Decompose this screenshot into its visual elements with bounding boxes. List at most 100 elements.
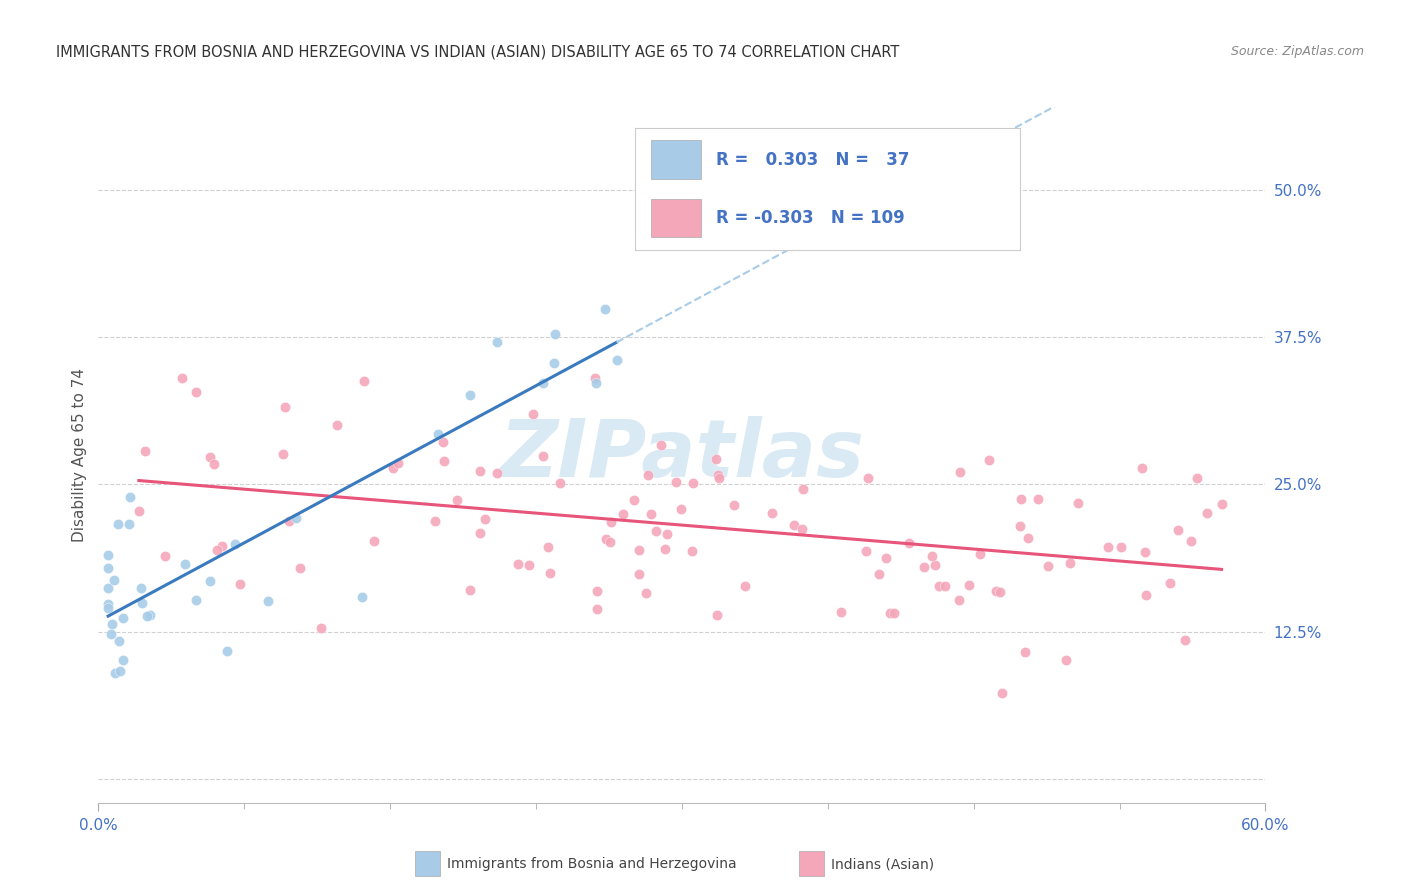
Point bbox=[924, 558, 946, 572]
Point bbox=[97, 561, 120, 575]
Point bbox=[350, 590, 373, 604]
Point bbox=[612, 507, 634, 521]
Point bbox=[97, 597, 120, 611]
Point bbox=[531, 376, 554, 390]
Point bbox=[129, 581, 152, 595]
Point bbox=[875, 550, 897, 565]
Point bbox=[761, 507, 783, 521]
Point bbox=[1185, 471, 1208, 485]
Point bbox=[474, 511, 496, 525]
Y-axis label: Disability Age 65 to 74: Disability Age 65 to 74 bbox=[72, 368, 87, 542]
Point bbox=[284, 511, 307, 525]
Point bbox=[101, 617, 124, 632]
Point bbox=[1167, 523, 1189, 537]
Point bbox=[1097, 541, 1119, 555]
Point bbox=[783, 518, 806, 533]
Point bbox=[636, 586, 658, 600]
Point bbox=[706, 468, 728, 483]
Point bbox=[628, 567, 651, 582]
Point bbox=[224, 536, 246, 550]
Point bbox=[1135, 589, 1157, 603]
Point bbox=[1130, 461, 1153, 475]
Point bbox=[1174, 632, 1197, 647]
Point bbox=[97, 601, 120, 615]
Text: Indians (Asian): Indians (Asian) bbox=[831, 857, 934, 871]
Point bbox=[879, 607, 901, 621]
Point bbox=[468, 465, 491, 479]
Point bbox=[517, 558, 540, 573]
Point bbox=[290, 561, 312, 575]
Point bbox=[1017, 531, 1039, 545]
Point bbox=[103, 573, 125, 587]
Text: ZIPatlas: ZIPatlas bbox=[499, 416, 865, 494]
Point bbox=[486, 335, 509, 350]
Point bbox=[600, 516, 623, 530]
Point bbox=[934, 579, 956, 593]
Point bbox=[921, 549, 943, 564]
Point bbox=[595, 532, 617, 546]
Point bbox=[883, 607, 905, 621]
Point bbox=[606, 353, 628, 368]
Point bbox=[200, 574, 222, 588]
Point bbox=[257, 594, 280, 608]
Point bbox=[120, 490, 142, 504]
Point bbox=[211, 539, 233, 553]
Point bbox=[136, 608, 159, 623]
Point bbox=[1010, 491, 1032, 506]
Point bbox=[830, 605, 852, 619]
Point bbox=[110, 664, 132, 678]
Point bbox=[1197, 506, 1219, 520]
Point bbox=[912, 560, 935, 574]
Point bbox=[585, 376, 607, 391]
Point bbox=[172, 371, 194, 385]
Point bbox=[1180, 533, 1202, 548]
Point bbox=[118, 517, 141, 532]
Point bbox=[537, 540, 560, 554]
Point bbox=[986, 583, 1008, 598]
Point bbox=[957, 578, 980, 592]
Point bbox=[979, 453, 1001, 467]
Point bbox=[665, 475, 688, 490]
Point bbox=[112, 611, 135, 625]
Point bbox=[734, 579, 756, 593]
Point bbox=[100, 627, 122, 641]
Point bbox=[948, 592, 970, 607]
Point bbox=[427, 427, 450, 442]
Point bbox=[627, 543, 650, 558]
Point bbox=[1135, 545, 1157, 559]
Point bbox=[640, 507, 662, 521]
Point bbox=[583, 371, 606, 385]
Point bbox=[707, 471, 730, 485]
Point bbox=[706, 451, 728, 466]
Point bbox=[595, 301, 617, 316]
Point bbox=[97, 581, 120, 595]
Point bbox=[637, 467, 659, 482]
Point bbox=[468, 526, 491, 541]
Point bbox=[153, 549, 176, 564]
Point bbox=[949, 465, 972, 479]
Point bbox=[586, 584, 609, 599]
Point bbox=[928, 579, 950, 593]
Point bbox=[522, 408, 544, 422]
Point bbox=[228, 577, 250, 591]
Point bbox=[200, 450, 222, 465]
Point bbox=[655, 526, 678, 541]
Point bbox=[1010, 519, 1032, 533]
Point bbox=[97, 548, 120, 562]
Point bbox=[1028, 491, 1050, 506]
Point bbox=[103, 665, 125, 680]
Point bbox=[186, 384, 208, 399]
Point bbox=[855, 544, 877, 558]
Point bbox=[706, 607, 728, 622]
Point bbox=[969, 547, 991, 561]
Point bbox=[173, 557, 195, 571]
Point bbox=[671, 501, 693, 516]
Point bbox=[723, 498, 745, 512]
Point bbox=[682, 475, 704, 490]
Point bbox=[543, 355, 565, 369]
Point bbox=[128, 503, 150, 517]
Point bbox=[278, 515, 301, 529]
Point bbox=[1159, 575, 1181, 590]
Point bbox=[1059, 557, 1081, 571]
Point bbox=[381, 460, 404, 475]
